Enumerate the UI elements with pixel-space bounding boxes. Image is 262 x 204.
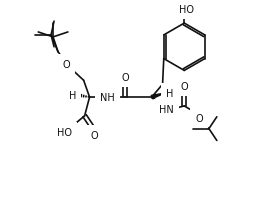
Text: H: H (69, 91, 77, 101)
Text: HO: HO (179, 5, 194, 15)
Text: O: O (62, 59, 70, 69)
Text: HO: HO (57, 127, 72, 137)
Text: O: O (195, 113, 203, 123)
Text: HN: HN (159, 104, 174, 114)
Text: NH: NH (100, 93, 115, 103)
Text: H: H (166, 89, 173, 99)
Text: O: O (181, 82, 188, 92)
Text: O: O (121, 73, 129, 83)
Polygon shape (151, 94, 165, 99)
Text: O: O (91, 130, 98, 140)
